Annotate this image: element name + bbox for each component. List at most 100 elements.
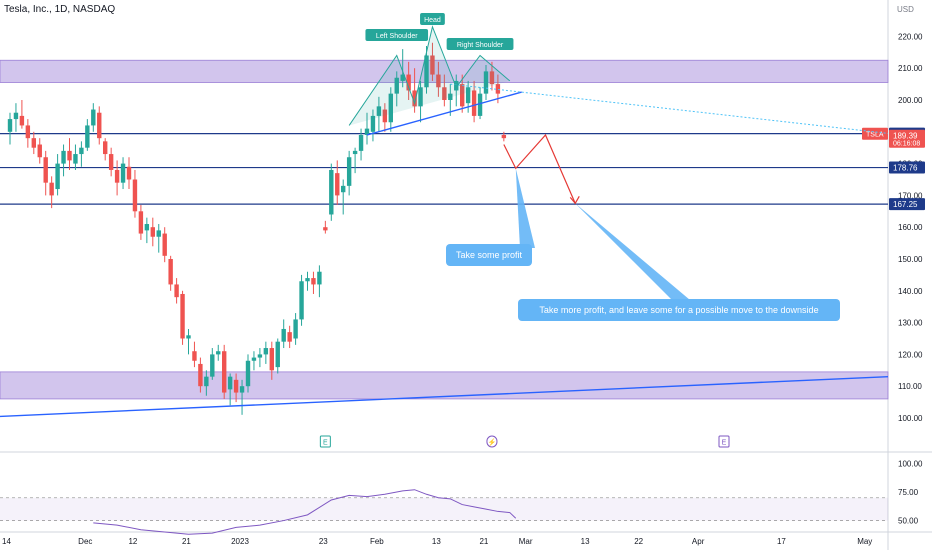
event-icon[interactable] — [319, 435, 331, 448]
candle-body[interactable] — [174, 284, 179, 298]
pattern-label: Left Shoulder — [376, 33, 418, 40]
candle-body[interactable] — [471, 90, 477, 116]
candle-body[interactable] — [388, 93, 393, 123]
candle-body[interactable] — [114, 169, 120, 183]
candle-body[interactable] — [495, 84, 501, 94]
candle-body[interactable] — [210, 354, 215, 377]
candle-body[interactable] — [19, 115, 25, 126]
candle-body[interactable] — [132, 179, 138, 212]
rsi-tick-label: 50.00 — [898, 517, 919, 526]
rsi-band — [0, 497, 888, 521]
candle-body[interactable] — [91, 109, 96, 126]
candle-body[interactable] — [245, 360, 251, 387]
candle-body[interactable] — [287, 332, 292, 342]
candle-body[interactable] — [138, 211, 144, 234]
candle-body[interactable] — [460, 84, 465, 107]
candle-body[interactable] — [31, 138, 36, 148]
candle-body[interactable] — [323, 227, 328, 231]
candle-body[interactable] — [311, 278, 316, 285]
candle-body[interactable] — [251, 357, 257, 361]
candle-body[interactable] — [341, 185, 346, 193]
candle-body[interactable] — [227, 376, 233, 390]
pattern-label-box — [446, 38, 514, 50]
x-tick-label: Feb — [370, 537, 384, 546]
candle-body[interactable] — [257, 354, 263, 358]
candle-body[interactable] — [61, 150, 66, 164]
candle-body[interactable] — [7, 119, 13, 132]
candle-body[interactable] — [73, 154, 78, 164]
candle-body[interactable] — [108, 154, 114, 170]
candle-body[interactable] — [346, 157, 352, 186]
candle-body[interactable] — [269, 348, 274, 371]
candle-body[interactable] — [85, 125, 90, 148]
candle-body[interactable] — [168, 259, 173, 285]
candle-body[interactable] — [55, 163, 60, 190]
candle-body[interactable] — [222, 351, 227, 393]
candle-body[interactable] — [335, 173, 340, 196]
candle-body[interactable] — [299, 281, 304, 320]
candle-body[interactable] — [79, 147, 84, 155]
candle-body[interactable] — [150, 227, 155, 237]
candle-body[interactable] — [448, 93, 453, 100]
candle-body[interactable] — [293, 319, 298, 339]
candle-body[interactable] — [43, 157, 48, 183]
candle-body[interactable] — [37, 144, 42, 158]
candle-body[interactable] — [477, 93, 483, 116]
candle-body[interactable] — [216, 351, 221, 355]
candle-body[interactable] — [489, 71, 495, 85]
candle-body[interactable] — [305, 278, 310, 282]
candle-body[interactable] — [329, 169, 334, 215]
candle-body[interactable] — [25, 125, 31, 139]
event-icon[interactable] — [718, 435, 730, 448]
candle-body[interactable] — [126, 166, 132, 180]
candle-body[interactable] — [281, 328, 286, 342]
candle-body[interactable] — [442, 87, 447, 100]
candle-body[interactable] — [186, 335, 191, 339]
candle-body[interactable] — [501, 134, 507, 139]
candle-body[interactable] — [67, 150, 72, 161]
candle-body[interactable] — [120, 163, 126, 183]
candle-body[interactable] — [198, 363, 203, 387]
candle-body[interactable] — [352, 150, 358, 155]
support-trendline — [0, 375, 889, 418]
candle-body[interactable] — [430, 55, 435, 75]
candle-body[interactable] — [317, 271, 322, 285]
candle-body[interactable] — [376, 106, 382, 116]
candle-body[interactable] — [97, 112, 102, 139]
projection-line — [450, 83, 889, 134]
candle-body[interactable] — [370, 115, 376, 132]
supply-demand-zone — [0, 371, 889, 400]
candle-body[interactable] — [233, 379, 239, 393]
candle-body[interactable] — [239, 386, 245, 393]
event-icon-glyph: E — [323, 440, 328, 447]
candle-body[interactable] — [358, 134, 364, 151]
candle-body[interactable] — [424, 55, 429, 88]
candle-body[interactable] — [13, 112, 19, 120]
candle-body[interactable] — [400, 74, 405, 81]
event-icon[interactable] — [486, 435, 498, 448]
candle-body[interactable] — [483, 71, 489, 94]
candle-body[interactable] — [156, 230, 161, 237]
candle-body[interactable] — [144, 224, 150, 231]
candle-body[interactable] — [180, 293, 185, 339]
candle-body[interactable] — [204, 376, 209, 387]
candle-body[interactable] — [465, 87, 471, 104]
candle-body[interactable] — [406, 74, 411, 91]
candle-body[interactable] — [394, 77, 399, 94]
candle-body[interactable] — [162, 233, 167, 256]
candle-body[interactable] — [49, 182, 54, 196]
candle-body[interactable] — [418, 87, 423, 107]
candle-body[interactable] — [192, 351, 197, 361]
neckline — [366, 91, 522, 136]
candle-body[interactable] — [275, 341, 280, 368]
candle-body[interactable] — [412, 90, 417, 107]
candle-body[interactable] — [364, 128, 370, 135]
countdown-label: 06:16:08 — [893, 141, 920, 148]
price-level-label: 178.76 — [893, 164, 918, 173]
candle-body[interactable] — [454, 80, 459, 91]
candle-body[interactable] — [263, 348, 269, 355]
candle-body[interactable] — [382, 109, 388, 123]
candle-body[interactable] — [436, 74, 441, 88]
candle-body[interactable] — [103, 141, 108, 155]
